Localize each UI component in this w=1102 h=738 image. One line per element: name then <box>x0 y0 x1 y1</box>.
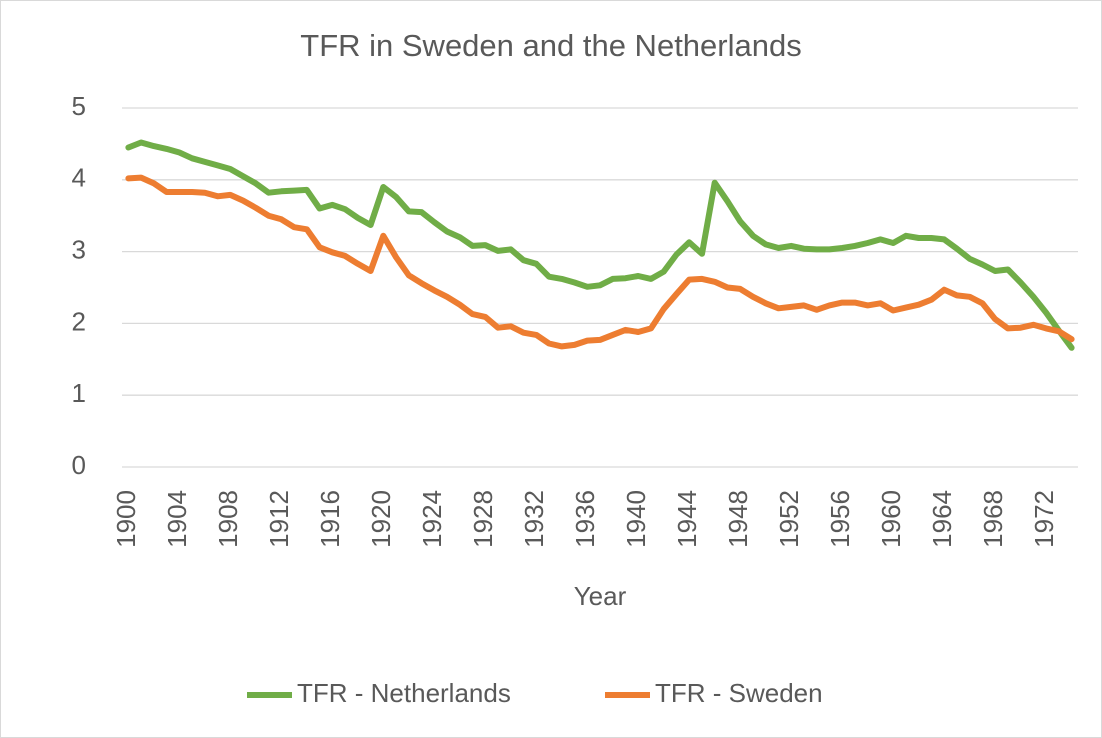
x-tick-label: 1972 <box>1029 490 1059 548</box>
y-tick-label: 2 <box>72 306 86 336</box>
line-series <box>125 139 1075 351</box>
x-tick-label: 1948 <box>723 490 753 548</box>
x-tick-label: 1916 <box>315 490 345 548</box>
legend-label: TFR - Netherlands <box>297 678 511 708</box>
x-tick-label: 1940 <box>621 490 651 548</box>
x-tick-label: 1932 <box>519 490 549 548</box>
x-tick-label: 1920 <box>366 490 396 548</box>
x-tick-label: 1900 <box>111 490 141 548</box>
chart-title: TFR in Sweden and the Netherlands <box>300 28 801 63</box>
legend-label: TFR - Sweden <box>655 678 823 708</box>
y-tick-label: 5 <box>72 91 86 121</box>
line-series <box>125 174 1075 350</box>
x-tick-label: 1904 <box>162 490 192 548</box>
x-tick-label: 1964 <box>927 490 957 548</box>
x-tick-label: 1928 <box>468 490 498 548</box>
x-tick-label: 1960 <box>876 490 906 548</box>
y-tick-label: 4 <box>72 163 86 193</box>
x-tick-label: 1924 <box>417 490 447 548</box>
x-tick-label: 1944 <box>672 490 702 548</box>
y-tick-label: 1 <box>72 378 86 408</box>
x-tick-label: 1968 <box>978 490 1008 548</box>
x-tick-label: 1908 <box>213 490 243 548</box>
y-tick-label: 0 <box>72 450 86 480</box>
x-tick-label: 1956 <box>825 490 855 548</box>
x-tick-label: 1936 <box>570 490 600 548</box>
x-tick-label: 1952 <box>774 490 804 548</box>
x-tick-label: 1912 <box>264 490 294 548</box>
x-axis-label: Year <box>574 581 627 611</box>
y-tick-label: 3 <box>72 234 86 264</box>
